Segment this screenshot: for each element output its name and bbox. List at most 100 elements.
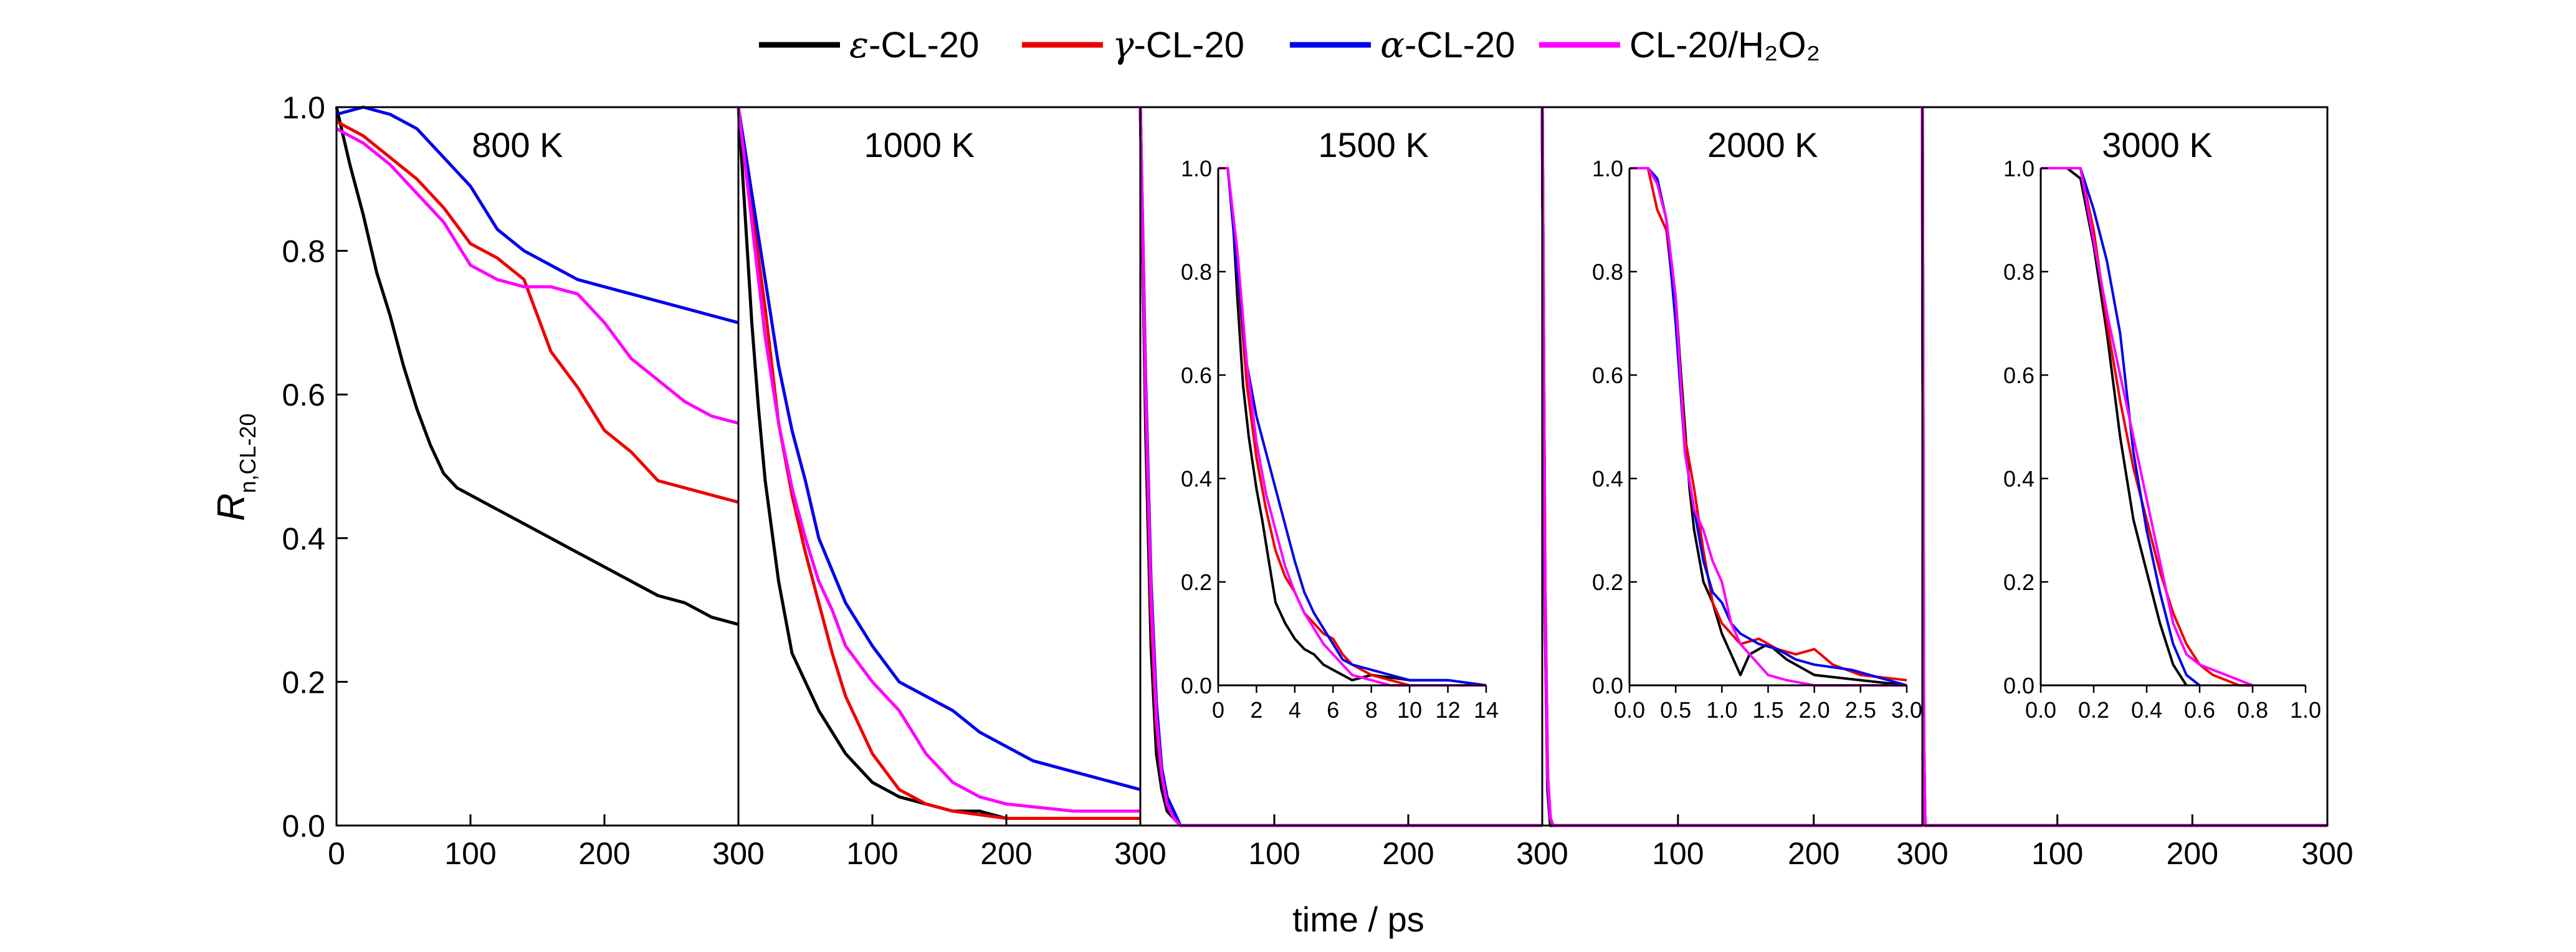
- y-tick-label: 0.2: [282, 665, 325, 700]
- inset-x-tick-label: 8: [1365, 697, 1378, 723]
- inset-series-line: [1218, 167, 1487, 687]
- chart-legend: ε-CL-20 γ-CL-20 α-CL-20 CL-20/H₂O₂: [759, 24, 1820, 66]
- inset-x-tick-label: 0.8: [2237, 697, 2268, 723]
- inset-plot: 0.0 0.2 0.4 0.6 0.8 1.0 0.0 0.2 0.4 0.6 0.8 1.0: [2003, 156, 2321, 723]
- y-tick-label: 0.0: [282, 809, 325, 844]
- series-line: [335, 120, 739, 504]
- inset-y-tick-label: 0.4: [1181, 466, 1212, 492]
- panel-title: 2000 K: [1707, 125, 1818, 164]
- series-line: [737, 107, 1141, 791]
- panel-title: 1000 K: [864, 125, 975, 164]
- legend-label-symbol: α: [1380, 24, 1405, 66]
- inset-series-line: [1629, 167, 1907, 687]
- inset-x-tick-label: 6: [1327, 697, 1339, 723]
- x-tick-label: 100: [1248, 836, 1300, 871]
- series-line: [737, 107, 1140, 813]
- inset-x-tick-label: 12: [1436, 697, 1461, 723]
- x-tick-label: 300: [1114, 836, 1166, 871]
- inset-plot: 0.0 0.2 0.4 0.6 0.8 1.0 0.0 0.5 1.0 1.5 2.0 2.5 3.0: [1592, 156, 1922, 723]
- y-axis-label: Rn,CL-20: [210, 414, 260, 521]
- inset-x-tick-label: 3.0: [1891, 697, 1922, 723]
- legend-label: α-CL-20: [1380, 24, 1515, 66]
- y-tick-label: 0.6: [282, 378, 325, 412]
- inset-series-line: [2041, 167, 2253, 687]
- legend-item: ε-CL-20: [759, 24, 979, 66]
- series-line: [737, 107, 1140, 820]
- legend-label: γ-CL-20: [1112, 24, 1244, 66]
- y-tick-label: 0.8: [282, 234, 325, 269]
- y-axis-title-main: R: [210, 493, 253, 521]
- inset-y-tick-label: 0.6: [2003, 363, 2035, 388]
- x-tick-label: 100: [2031, 836, 2083, 871]
- inset-y-tick-label: 1.0: [2003, 156, 2035, 181]
- inset-y-tick-label: 1.0: [1592, 156, 1623, 181]
- x-tick-label: 200: [578, 836, 630, 871]
- inset-y-tick-label: 0.0: [2003, 673, 2035, 698]
- inset-x-tick-label: 10: [1397, 697, 1422, 723]
- inset-x-tick-label: 0: [1212, 697, 1224, 723]
- x-tick-label: 200: [1788, 836, 1839, 871]
- inset-x-tick-label: 1.0: [2290, 697, 2321, 723]
- x-axis-label: time / ps: [1292, 900, 1424, 939]
- inset-x-tick-label: 1.5: [1752, 697, 1783, 723]
- panel-frame: [335, 106, 740, 827]
- y-axis-title-subscript: n,CL-20: [235, 414, 260, 493]
- series-line: [336, 105, 739, 325]
- series-line: [335, 127, 739, 425]
- x-tick-label: 200: [2167, 836, 2218, 871]
- inset-series-line: [1218, 167, 1486, 687]
- inset-plot: 0.0 0.2 0.4 0.6 0.8 1.0 0 2 4 6 8 10 12 14: [1181, 156, 1499, 723]
- inset-series-line: [1218, 167, 1487, 687]
- chart-panel-2: 300 100 200 300 1000 K: [712, 106, 1166, 871]
- legend-label-symbol: ε: [849, 24, 869, 66]
- legend-label: CL-20/H₂O₂: [1629, 25, 1820, 65]
- x-tick-label: 200: [980, 836, 1032, 871]
- y-axis-title: Rn,CL-20: [210, 414, 260, 521]
- panel-title: 1500 K: [1318, 125, 1429, 164]
- legend-label-text: -CL-20: [1405, 25, 1515, 65]
- chart-panel-3: 300 100 200 300 1500 K 0.0 0.2 0.4 0.6 0.8 1.0 0 2 4 6…: [1114, 106, 1568, 871]
- x-tick-label: 100: [1652, 836, 1704, 871]
- legend-label-symbol: γ: [1112, 24, 1134, 66]
- inset-series-line: [1629, 167, 1907, 687]
- inset-x-tick-label: 0.5: [1660, 697, 1691, 723]
- x-tick-label: 300: [1896, 836, 1948, 871]
- panel-frame: [1921, 106, 2329, 827]
- series-line: [335, 107, 739, 626]
- inset-y-tick-label: 0.4: [2003, 466, 2035, 492]
- inset-x-tick-label: 4: [1289, 697, 1301, 723]
- inset-x-tick-label: 2: [1250, 697, 1262, 723]
- inset-x-tick-label: 0.6: [2184, 697, 2215, 723]
- inset-y-tick-label: 0.0: [1592, 673, 1623, 698]
- inset-series-line: [2041, 167, 2201, 687]
- inset-y-tick-label: 0.2: [2003, 569, 2035, 595]
- x-tick-label: 300: [712, 836, 764, 871]
- inset-y-tick-label: 1.0: [1181, 156, 1212, 181]
- inset-series-line: [1629, 167, 1907, 682]
- inset-x-tick-label: 0.0: [2025, 697, 2056, 723]
- panel-title: 3000 K: [2102, 125, 2213, 164]
- inset-y-tick-label: 0.0: [1181, 673, 1212, 698]
- legend-item: γ-CL-20: [1022, 24, 1244, 66]
- chart-panel-1: 0 100 200 300 800 K: [328, 105, 765, 871]
- chart-panel-4: 300 100 200 2000 K 0.0 0.2 0.4 0.6 0.8 1.0 0.0 0.5 1…: [1516, 106, 1924, 871]
- legend-label: ε-CL-20: [849, 24, 979, 66]
- inset-x-tick-label: 14: [1474, 697, 1499, 723]
- legend-label-text: CL-20/H₂O₂: [1629, 25, 1820, 65]
- inset-y-tick-label: 0.6: [1592, 363, 1623, 388]
- x-tick-label: 300: [712, 836, 764, 871]
- x-tick-label: 100: [846, 836, 898, 871]
- x-tick-label: 300: [1114, 836, 1166, 871]
- series-line: [737, 107, 1140, 820]
- inset-y-tick-label: 0.8: [1592, 259, 1623, 285]
- legend-label-text: -CL-20: [869, 25, 979, 65]
- x-tick-label: 0: [328, 836, 345, 871]
- inset-x-tick-label: 0.4: [2131, 697, 2162, 723]
- inset-y-tick-label: 0.8: [2003, 259, 2035, 285]
- inset-x-tick-label: 0.2: [2078, 697, 2109, 723]
- inset-x-tick-label: 1.0: [1706, 697, 1737, 723]
- x-tick-label: 300: [2301, 836, 2353, 871]
